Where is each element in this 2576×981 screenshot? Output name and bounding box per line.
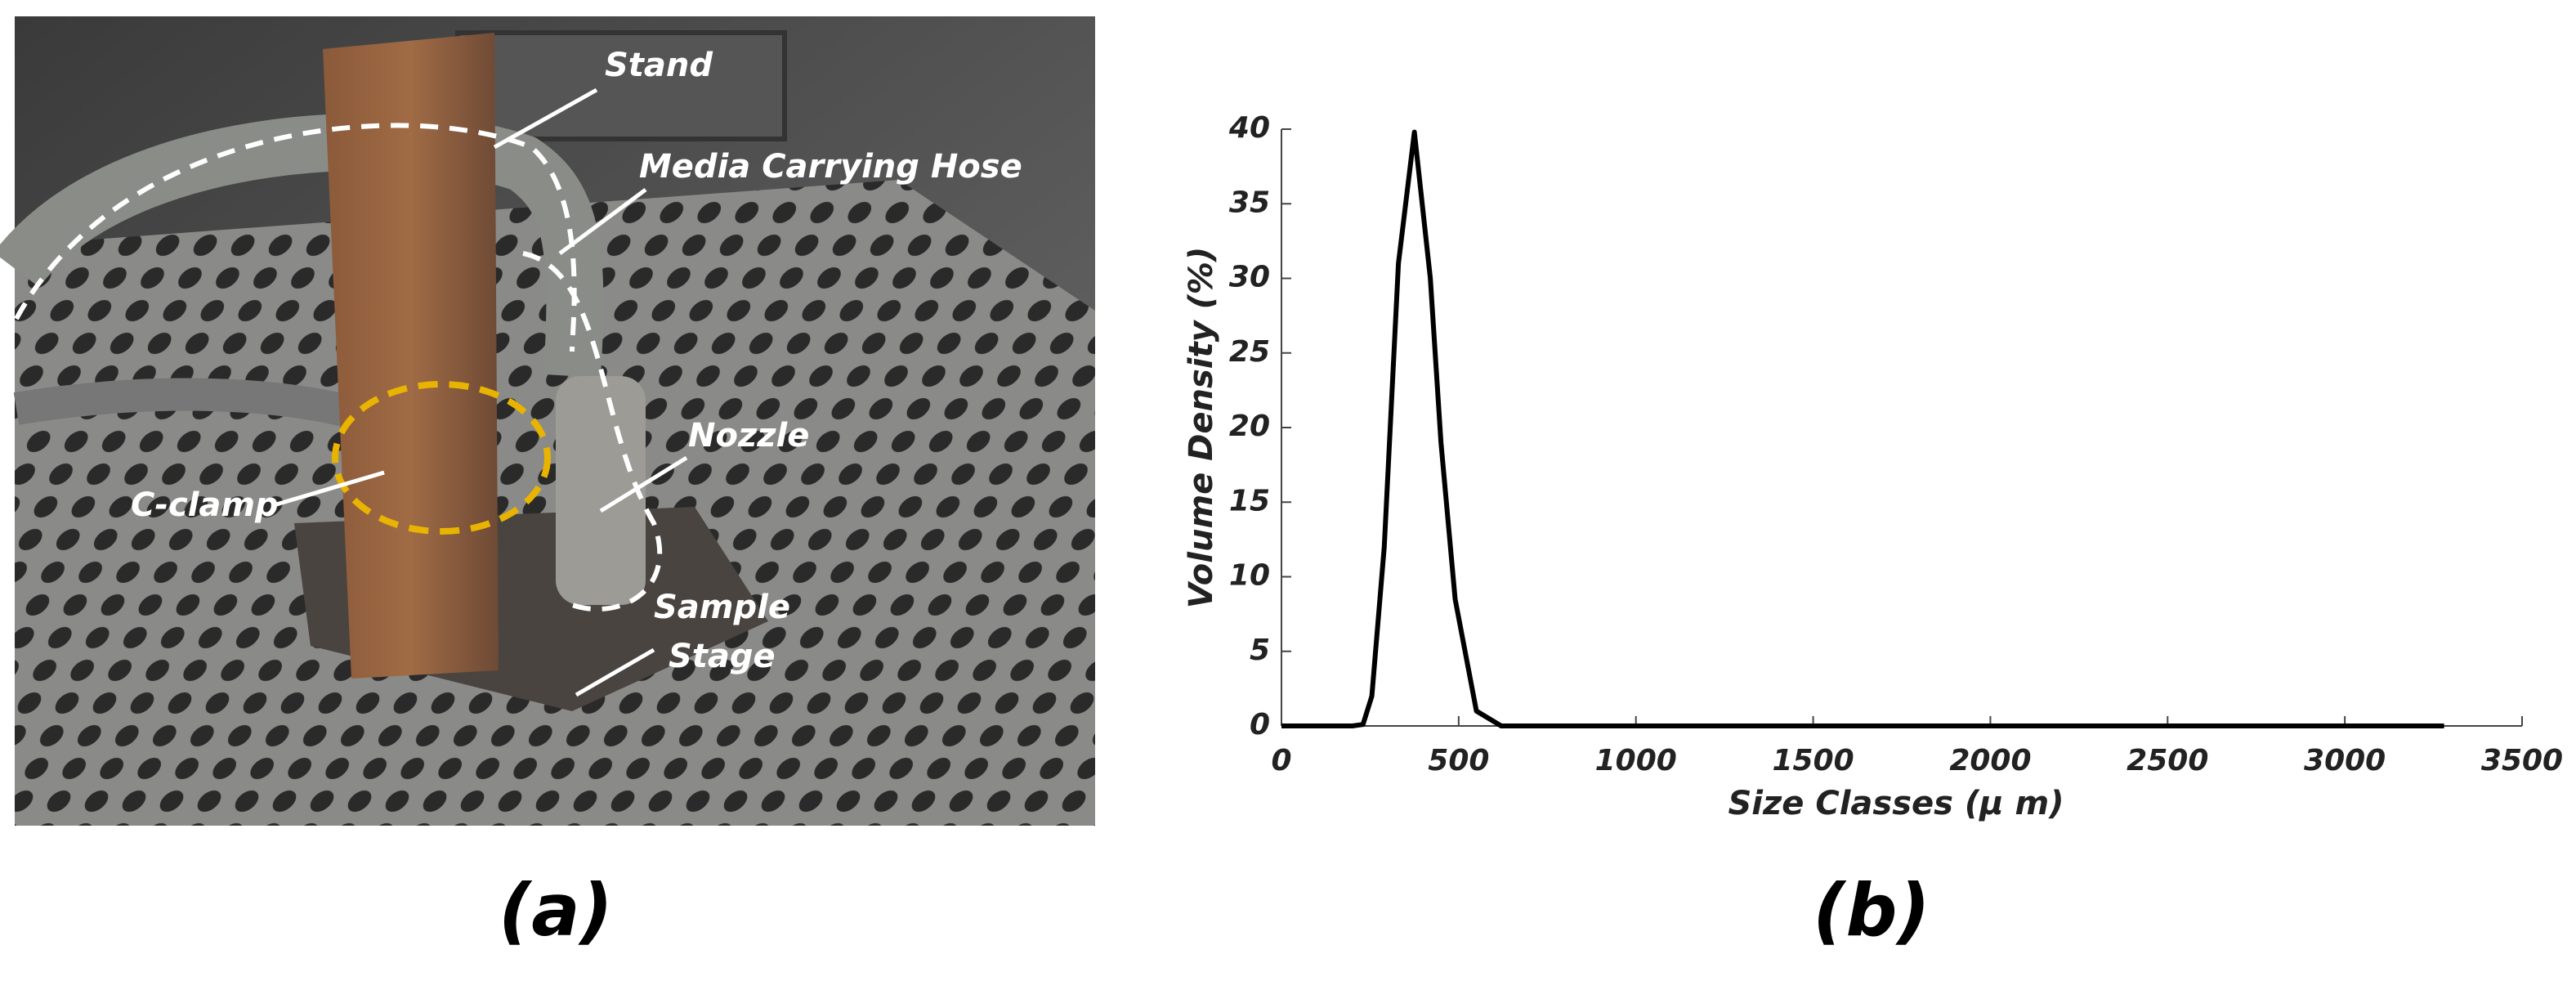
window <box>455 30 787 141</box>
photo: Stand Media Carrying Hose Nozzle C-clamp… <box>0 16 1095 826</box>
y-tick-label: 15 <box>1229 484 1270 517</box>
photo-label: Sample <box>654 589 790 626</box>
y-tick-label: 10 <box>1229 559 1270 593</box>
x-tick-label: 0 <box>1271 744 1291 777</box>
caption: (a) <box>499 868 613 952</box>
photo-label: Media Carrying Hose <box>639 148 1022 186</box>
x-tick-label: 1500 <box>1772 744 1854 777</box>
y-tick-label: 20 <box>1229 410 1270 443</box>
perforated-plate <box>15 180 1095 826</box>
x-axis-label: Size Classes (μ m) <box>1729 785 2064 822</box>
nozzle <box>556 376 646 605</box>
stand <box>323 33 499 679</box>
caption: (b) <box>1813 868 1930 952</box>
y-tick-label: 0 <box>1250 708 1270 741</box>
nozzle-outline <box>522 251 663 612</box>
clamp-outline <box>332 381 551 535</box>
x-tick-label: 3500 <box>2481 744 2563 777</box>
y-tick-label: 35 <box>1229 186 1270 219</box>
hose-outline <box>14 123 577 352</box>
photo-label: Stand <box>605 47 713 84</box>
photo-label: Stage <box>669 638 776 675</box>
photo-label: Nozzle <box>688 417 809 455</box>
y-tick-label: 30 <box>1229 261 1270 294</box>
y-tick-label: 25 <box>1229 335 1270 369</box>
x-tick-label: 3000 <box>2304 744 2386 777</box>
arrows <box>273 87 688 697</box>
data-line <box>1281 129 2444 728</box>
x-tick-label: 500 <box>1428 744 1489 777</box>
photo-label: C-clamp <box>131 486 279 524</box>
x-tick-label: 2500 <box>2127 744 2208 777</box>
y-tick-label: 5 <box>1250 634 1270 667</box>
y-tick-label: 40 <box>1228 111 1270 145</box>
x-tick-label: 2000 <box>1949 744 2031 777</box>
y-axis-label: Volume Density (%) <box>1183 247 1220 609</box>
x-tick-label: 1000 <box>1595 744 1677 777</box>
